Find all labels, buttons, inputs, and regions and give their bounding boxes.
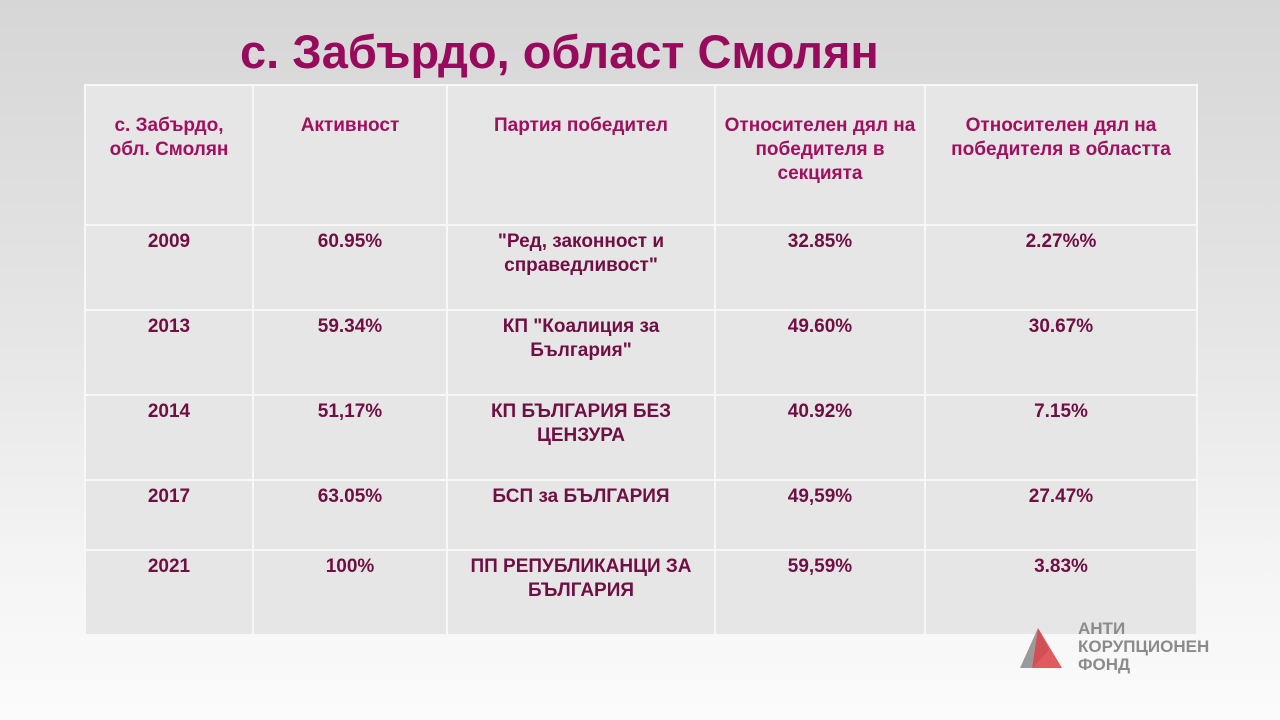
page-title: с. Забърдо, област Смолян	[240, 25, 879, 78]
cell-share-section: 59,59%	[714, 549, 926, 636]
cell-share-region: 3.83%	[924, 549, 1198, 636]
cell-share-section: 49,59%	[714, 479, 926, 551]
cell-year: 2017	[84, 479, 254, 551]
cell-share-section: 40.92%	[714, 394, 926, 481]
logo-text-line-2: КОРУПЦИОНЕН	[1078, 637, 1210, 656]
cell-party: БСП за БЪЛГАРИЯ	[446, 479, 716, 551]
header-location: с. Забърдо, обл. Смолян	[84, 84, 254, 226]
table-row: 2017 63.05% БСП за БЪЛГАРИЯ 49,59% 27.47…	[84, 479, 1198, 551]
cell-share-region: 30.67%	[924, 309, 1198, 396]
header-share-region: Относителен дял на победителя в областта	[924, 84, 1198, 226]
table-header-row: с. Забърдо, обл. Смолян Активност Партия…	[84, 84, 1198, 226]
cell-turnout: 60.95%	[252, 224, 448, 311]
anticorruption-fund-logo: АНТИ КОРУПЦИОНЕН ФОНД	[1018, 620, 1238, 680]
cell-year: 2013	[84, 309, 254, 396]
cell-year: 2014	[84, 394, 254, 481]
cell-share-section: 32.85%	[714, 224, 926, 311]
cell-party: ПП РЕПУБЛИКАНЦИ ЗА БЪЛГАРИЯ	[446, 549, 716, 636]
cell-turnout: 63.05%	[252, 479, 448, 551]
table-row: 2009 60.95% "Ред, законност и справедлив…	[84, 224, 1198, 311]
cell-party: "Ред, законност и справедливост"	[446, 224, 716, 311]
cell-turnout: 51,17%	[252, 394, 448, 481]
cell-party: КП "Коалиция за България"	[446, 309, 716, 396]
results-table: с. Забърдо, обл. Смолян Активност Партия…	[84, 84, 1198, 636]
table-row: 2021 100% ПП РЕПУБЛИКАНЦИ ЗА БЪЛГАРИЯ 59…	[84, 549, 1198, 636]
logo-text-line-1: АНТИ	[1078, 619, 1126, 638]
cell-year: 2009	[84, 224, 254, 311]
cell-turnout: 59.34%	[252, 309, 448, 396]
header-winning-party: Партия победител	[446, 84, 716, 226]
triangle-logo-icon	[1020, 628, 1062, 668]
cell-share-region: 2.27%%	[924, 224, 1198, 311]
cell-share-region: 27.47%	[924, 479, 1198, 551]
cell-party: КП БЪЛГАРИЯ БЕЗ ЦЕНЗУРА	[446, 394, 716, 481]
table-row: 2013 59.34% КП "Коалиция за България" 49…	[84, 309, 1198, 396]
header-share-section: Относителен дял на победителя в секцията	[714, 84, 926, 226]
cell-turnout: 100%	[252, 549, 448, 636]
cell-year: 2021	[84, 549, 254, 636]
table-row: 2014 51,17% КП БЪЛГАРИЯ БЕЗ ЦЕНЗУРА 40.9…	[84, 394, 1198, 481]
cell-share-region: 7.15%	[924, 394, 1198, 481]
logo-text: АНТИ КОРУПЦИОНЕН ФОНД	[1078, 620, 1209, 674]
cell-share-section: 49.60%	[714, 309, 926, 396]
header-turnout: Активност	[252, 84, 448, 226]
logo-text-line-3: ФОНД	[1078, 655, 1131, 674]
